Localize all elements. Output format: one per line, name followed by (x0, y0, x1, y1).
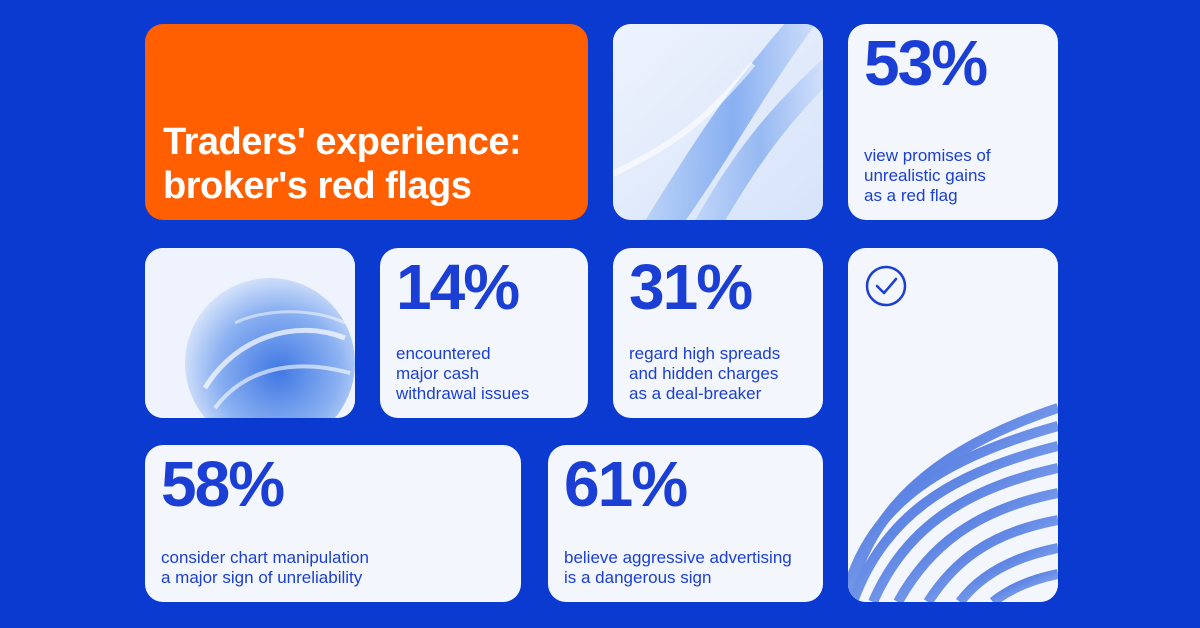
stat-card-61: 61% believe aggressive advertising is a … (548, 445, 823, 602)
check-circle-icon (865, 265, 907, 307)
stat-description: view promises of unrealistic gains as a … (864, 146, 991, 205)
stat-card-53: 53% view promises of unrealistic gains a… (848, 24, 1058, 220)
abstract-image-sphere (145, 248, 355, 418)
stat-description: encountered major cash withdrawal issues (396, 344, 530, 403)
stat-value: 14% (396, 251, 520, 323)
page-title: Traders' experience: broker's red flags (163, 121, 522, 207)
stat-value: 53% (864, 27, 988, 99)
coil-image (848, 403, 1058, 602)
title-card: Traders' experience: broker's red flags (145, 24, 588, 220)
stat-value: 58% (161, 448, 285, 520)
stat-description: regard high spreads and hidden charges a… (629, 344, 781, 403)
stat-card-31: 31% regard high spreads and hidden charg… (613, 248, 823, 418)
stat-card-58: 58% consider chart manipulation a major … (145, 445, 521, 602)
stat-value: 31% (629, 251, 753, 323)
stat-value: 61% (564, 448, 688, 520)
stat-description: consider chart manipulation a major sign… (161, 548, 369, 587)
stat-description: believe aggressive advertising is a dang… (564, 548, 792, 587)
stat-card-14: 14% encountered major cash withdrawal is… (380, 248, 588, 418)
check-image-card (848, 248, 1058, 602)
abstract-image-ribbon (613, 24, 823, 220)
